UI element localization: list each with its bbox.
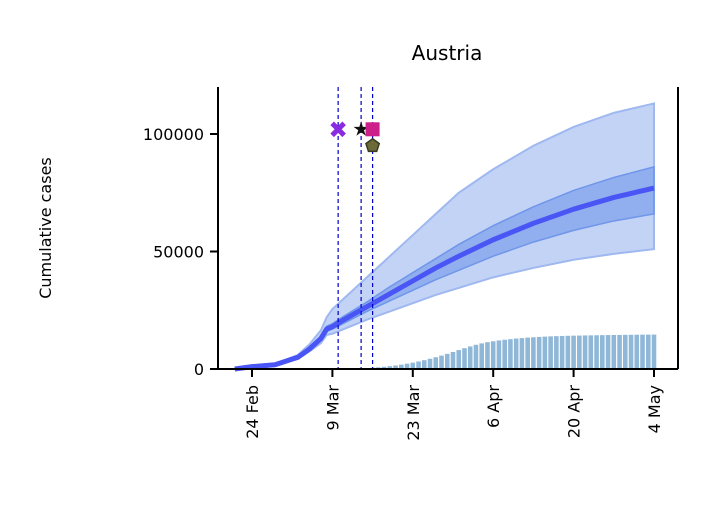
intervention-marker-square bbox=[365, 122, 380, 137]
observed-bar bbox=[536, 336, 542, 369]
y-tick-label: 50000 bbox=[153, 243, 204, 262]
band-95 bbox=[234, 102, 655, 370]
observed-bar bbox=[622, 334, 628, 369]
observed-bar bbox=[416, 361, 421, 369]
x-tick-label: 9 Mar bbox=[323, 385, 342, 431]
intervention-marker-pentagon bbox=[365, 137, 381, 153]
observed-bar bbox=[600, 335, 605, 369]
observed-bar bbox=[611, 335, 617, 369]
observed-bar bbox=[393, 365, 398, 369]
x-axis-ticks: 24 Feb 9 Mar 23 Mar 6 Apr 20 Apr 4 May bbox=[243, 369, 664, 441]
observed-bar bbox=[450, 351, 456, 369]
observed-bar bbox=[399, 364, 404, 369]
observed-bar bbox=[513, 338, 519, 369]
x-tick-label: 23 Mar bbox=[404, 385, 423, 441]
intervention-marker-star bbox=[353, 121, 369, 136]
observed-bar bbox=[387, 366, 393, 369]
observed-bar bbox=[565, 335, 571, 369]
observed-bar bbox=[467, 346, 473, 369]
observed-bar bbox=[651, 334, 657, 369]
observed-bar bbox=[433, 357, 439, 369]
observed-bar bbox=[628, 334, 634, 369]
observed-bar bbox=[582, 335, 588, 369]
observed-bar bbox=[519, 338, 525, 369]
observed-bar bbox=[496, 340, 502, 369]
observed-bar bbox=[444, 353, 450, 369]
chart-title: Austria bbox=[412, 41, 483, 65]
x-tick-label: 4 May bbox=[645, 385, 664, 433]
observed-bar bbox=[490, 341, 496, 369]
y-tick-label: 0 bbox=[194, 360, 204, 379]
observed-bar bbox=[645, 334, 651, 369]
x-tick-label: 6 Apr bbox=[484, 385, 503, 428]
observed-bar bbox=[525, 337, 530, 369]
observed-bar bbox=[617, 334, 622, 369]
plot-area bbox=[234, 87, 657, 372]
observed-bar bbox=[473, 344, 479, 369]
observed-bar bbox=[588, 335, 594, 369]
y-axis-ticks: 0 50000 100000 bbox=[143, 125, 218, 379]
observed-bar bbox=[508, 339, 513, 369]
observed-bar bbox=[410, 362, 416, 369]
y-tick-label: 100000 bbox=[143, 125, 204, 144]
intervention-marker-x bbox=[330, 121, 346, 138]
x-tick-label: 20 Apr bbox=[565, 385, 584, 439]
observed-bar bbox=[559, 335, 565, 369]
x-tick-label: 24 Feb bbox=[243, 385, 262, 439]
observed-bar bbox=[554, 336, 559, 369]
observed-bar bbox=[479, 343, 485, 369]
observed-bar bbox=[548, 336, 553, 369]
observed-bar bbox=[421, 360, 427, 369]
median-line bbox=[234, 185, 655, 372]
observed-bar bbox=[634, 334, 640, 369]
y-axis-label: Cumulative cases bbox=[36, 157, 55, 299]
observed-bar bbox=[571, 335, 576, 369]
observed-bar bbox=[381, 366, 387, 369]
observed-bar bbox=[439, 355, 444, 369]
observed-bar bbox=[462, 348, 467, 369]
observed-bar bbox=[531, 337, 536, 369]
observed-bar bbox=[485, 342, 490, 369]
observed-bar bbox=[427, 358, 433, 369]
observed-bar bbox=[594, 335, 599, 369]
observed-bar bbox=[542, 336, 548, 369]
observed-bar bbox=[456, 350, 462, 369]
observed-bar bbox=[640, 334, 645, 369]
observed-bar bbox=[577, 335, 582, 369]
observed-bar bbox=[605, 335, 611, 369]
observed-bar bbox=[502, 339, 507, 369]
observed-bar bbox=[404, 363, 410, 369]
